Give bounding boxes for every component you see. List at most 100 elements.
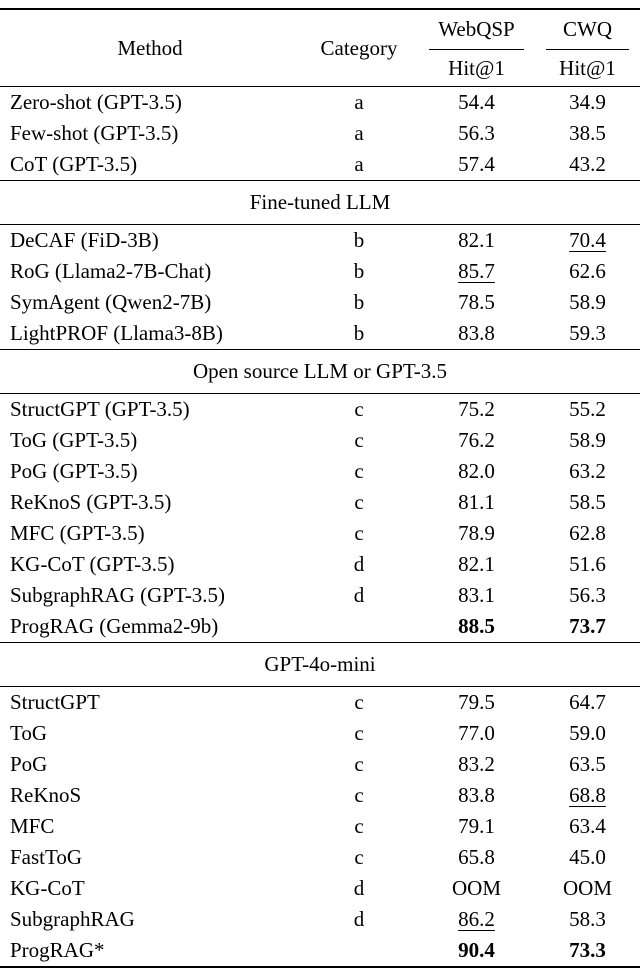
webqsp-value: 76.2 bbox=[418, 428, 535, 453]
webqsp-value: 79.1 bbox=[418, 814, 535, 839]
webqsp-value: 90.4 bbox=[418, 938, 535, 963]
table-row: SubgraphRAG d 86.2 58.3 bbox=[0, 904, 640, 935]
webqsp-value-text: 90.4 bbox=[458, 938, 495, 962]
cwq-value-text: 51.6 bbox=[569, 552, 606, 576]
cwq-value: OOM bbox=[535, 876, 640, 901]
cwq-value-text: 55.2 bbox=[569, 397, 606, 421]
webqsp-value: 79.5 bbox=[418, 690, 535, 715]
webqsp-value: 82.0 bbox=[418, 459, 535, 484]
cwq-value: 58.5 bbox=[535, 490, 640, 515]
category-cell: c bbox=[354, 459, 364, 483]
webqsp-value-text: 65.8 bbox=[458, 845, 495, 869]
cwq-value: 59.0 bbox=[535, 721, 640, 746]
cwq-value-text: 56.3 bbox=[569, 583, 606, 607]
method-cell: PoG (GPT-3.5) bbox=[10, 459, 138, 483]
section-rule bbox=[0, 642, 640, 643]
webqsp-value-text: 83.1 bbox=[458, 583, 495, 607]
webqsp-value-text: 85.7 bbox=[458, 259, 495, 283]
category-cell: d bbox=[353, 876, 365, 900]
cwq-value: 63.2 bbox=[535, 459, 640, 484]
webqsp-value-text: 88.5 bbox=[458, 614, 495, 638]
cwq-value: 62.6 bbox=[535, 259, 640, 284]
method-cell: SubgraphRAG bbox=[10, 907, 135, 931]
cwq-value: 38.5 bbox=[535, 121, 640, 146]
webqsp-value-text: 82.0 bbox=[458, 459, 495, 483]
cwq-value: 58.9 bbox=[535, 428, 640, 453]
top-rule bbox=[0, 8, 640, 10]
method-cell: MFC bbox=[10, 814, 55, 838]
cwq-value: 58.9 bbox=[535, 290, 640, 315]
category-cell: a bbox=[354, 90, 364, 114]
method-cell: KG-CoT bbox=[10, 876, 85, 900]
method-cell: FastToG bbox=[10, 845, 83, 869]
table-row: StructGPT c 79.5 64.7 bbox=[0, 687, 640, 718]
method-cell: CoT (GPT-3.5) bbox=[10, 152, 138, 176]
category-cell: c bbox=[354, 845, 364, 869]
webqsp-value: 77.0 bbox=[418, 721, 535, 746]
table-row: MFC (GPT-3.5) c 78.9 62.8 bbox=[0, 518, 640, 549]
cwq-value: 51.6 bbox=[535, 552, 640, 577]
webqsp-value: 81.1 bbox=[418, 490, 535, 515]
method-cell: ReKnoS (GPT-3.5) bbox=[10, 490, 172, 514]
table-row: ReKnoS c 83.8 68.8 bbox=[0, 780, 640, 811]
cwq-value-text: 43.2 bbox=[569, 152, 606, 176]
cwq-value-text: 64.7 bbox=[569, 690, 606, 714]
table-row: Few-shot (GPT-3.5) a 56.3 38.5 bbox=[0, 118, 640, 149]
cwq-value-text: 58.9 bbox=[569, 290, 606, 314]
webqsp-value-text: 86.2 bbox=[458, 907, 495, 931]
webqsp-value-text: 57.4 bbox=[458, 152, 495, 176]
cwq-value-text: 62.8 bbox=[569, 521, 606, 545]
webqsp-value: 56.3 bbox=[418, 121, 535, 146]
cwq-value: 58.3 bbox=[535, 907, 640, 932]
webqsp-value-text: 77.0 bbox=[458, 721, 495, 745]
category-cell: c bbox=[354, 752, 364, 776]
cwq-value-text: 62.6 bbox=[569, 259, 606, 283]
header-rule bbox=[0, 86, 640, 87]
webqsp-value-text: 54.4 bbox=[458, 90, 495, 114]
webqsp-value: OOM bbox=[418, 876, 535, 901]
cwq-value-text: OOM bbox=[562, 876, 612, 900]
method-cell: ProgRAG* bbox=[10, 938, 105, 962]
cwq-value: 64.7 bbox=[535, 690, 640, 715]
category-cell: d bbox=[353, 583, 365, 607]
cwq-value: 45.0 bbox=[535, 845, 640, 870]
webqsp-value-text: 83.8 bbox=[458, 783, 495, 807]
cwq-column-header: CWQ Hit@1 bbox=[535, 10, 640, 86]
category-cell: c bbox=[354, 397, 364, 421]
method-cell: RoG (Llama2-7B-Chat) bbox=[10, 259, 212, 283]
webqsp-value: 83.8 bbox=[418, 321, 535, 346]
category-cell: c bbox=[354, 690, 364, 714]
cwq-value-text: 59.3 bbox=[569, 321, 606, 345]
cwq-value: 43.2 bbox=[535, 152, 640, 177]
cwq-metric-label: Hit@1 bbox=[559, 55, 616, 80]
category-cell: c bbox=[354, 783, 364, 807]
method-cell: Few-shot (GPT-3.5) bbox=[10, 121, 179, 145]
category-cell: c bbox=[354, 428, 364, 452]
webqsp-value: 54.4 bbox=[418, 90, 535, 115]
cwq-value-text: 45.0 bbox=[569, 845, 606, 869]
category-column-header: Category bbox=[320, 35, 398, 60]
section-header: Open source LLM or GPT-3.5 bbox=[192, 359, 448, 383]
table-row: RoG (Llama2-7B-Chat) b 85.7 62.6 bbox=[0, 256, 640, 287]
webqsp-metric-label: Hit@1 bbox=[448, 55, 505, 80]
category-cell: c bbox=[354, 490, 364, 514]
webqsp-value: 86.2 bbox=[418, 907, 535, 932]
cwq-value-text: 63.4 bbox=[569, 814, 606, 838]
cwq-value: 34.9 bbox=[535, 90, 640, 115]
cwq-value: 68.8 bbox=[535, 783, 640, 808]
webqsp-value: 78.9 bbox=[418, 521, 535, 546]
section-rule bbox=[0, 224, 640, 225]
cwq-value-text: 63.5 bbox=[569, 752, 606, 776]
table-row: ToG (GPT-3.5) c 76.2 58.9 bbox=[0, 425, 640, 456]
table-row: DeCAF (FiD-3B) b 82.1 70.4 bbox=[0, 225, 640, 256]
cwq-value: 63.5 bbox=[535, 752, 640, 777]
category-cell: c bbox=[354, 814, 364, 838]
webqsp-value: 78.5 bbox=[418, 290, 535, 315]
section-header: Fine-tuned LLM bbox=[249, 190, 391, 214]
webqsp-value-text: 82.1 bbox=[458, 552, 495, 576]
cwq-value-text: 73.7 bbox=[569, 614, 606, 638]
cwq-value: 63.4 bbox=[535, 814, 640, 839]
cwq-value-text: 34.9 bbox=[569, 90, 606, 114]
webqsp-value-text: 82.1 bbox=[458, 228, 495, 252]
